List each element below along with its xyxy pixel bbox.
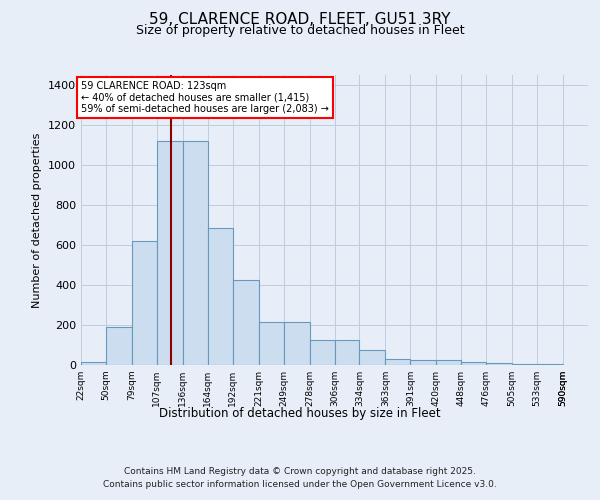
Text: 59, CLARENCE ROAD, FLEET, GU51 3RY: 59, CLARENCE ROAD, FLEET, GU51 3RY: [149, 12, 451, 28]
Bar: [284, 322, 310, 365]
Text: Size of property relative to detached houses in Fleet: Size of property relative to detached ho…: [136, 24, 464, 37]
Text: Contains public sector information licensed under the Open Government Licence v3: Contains public sector information licen…: [103, 480, 497, 489]
Bar: [208, 228, 233, 365]
Bar: [486, 363, 512, 365]
Bar: [537, 364, 563, 365]
Text: 59 CLARENCE ROAD: 123sqm
← 40% of detached houses are smaller (1,415)
59% of sem: 59 CLARENCE ROAD: 123sqm ← 40% of detach…: [81, 81, 329, 114]
Bar: [461, 362, 486, 365]
Bar: [436, 360, 461, 365]
Bar: [310, 340, 335, 365]
Bar: [410, 360, 436, 365]
Bar: [233, 280, 259, 365]
Bar: [385, 359, 410, 365]
Text: Contains HM Land Registry data © Crown copyright and database right 2025.: Contains HM Land Registry data © Crown c…: [124, 468, 476, 476]
Bar: [132, 241, 157, 365]
Bar: [183, 141, 208, 365]
Bar: [106, 327, 132, 365]
Bar: [81, 362, 106, 365]
Bar: [157, 141, 183, 365]
Bar: [359, 350, 385, 365]
Bar: [335, 340, 359, 365]
Bar: [512, 364, 537, 365]
Text: Distribution of detached houses by size in Fleet: Distribution of detached houses by size …: [159, 408, 441, 420]
Bar: [259, 322, 284, 365]
Y-axis label: Number of detached properties: Number of detached properties: [32, 132, 43, 308]
